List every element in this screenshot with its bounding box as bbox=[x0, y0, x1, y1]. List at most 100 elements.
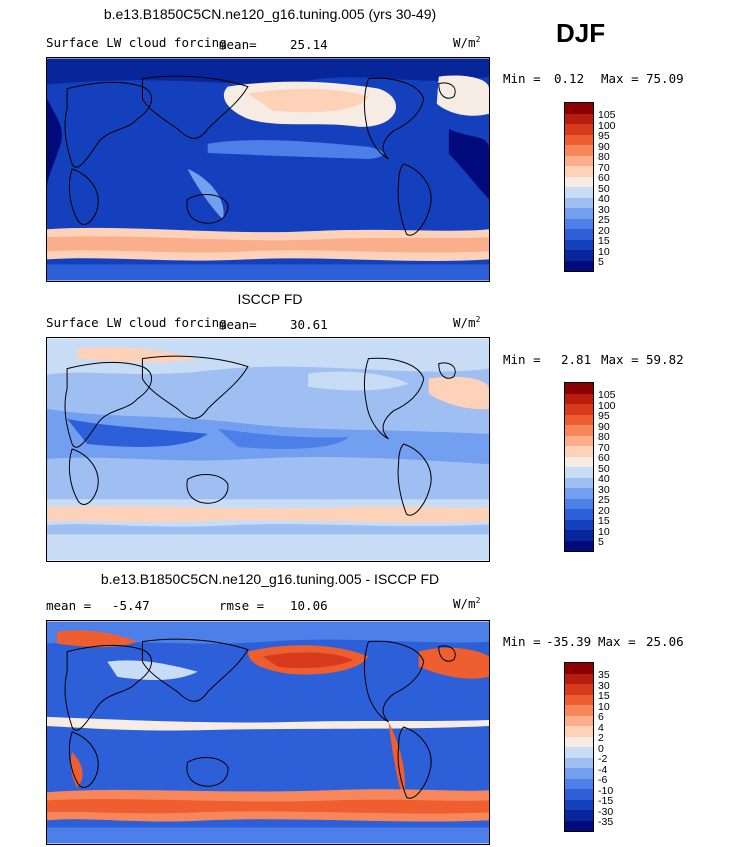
colorbar-tick-label: 5 bbox=[598, 536, 604, 548]
colorbar-swatch bbox=[565, 124, 593, 135]
colorbar-tick-label: 5 bbox=[598, 256, 604, 268]
colorbar-swatch bbox=[565, 467, 593, 478]
colorbar-tick-label: -15 bbox=[598, 795, 614, 807]
panel1-max-value: 75.09 bbox=[646, 71, 684, 86]
colorbar-swatch bbox=[565, 715, 593, 726]
panel2-min-label: Min = bbox=[503, 352, 541, 367]
panel3-rmse-value: 10.06 bbox=[290, 598, 328, 613]
colorbar-swatch bbox=[565, 799, 593, 810]
colorbar-tick-label: 40 bbox=[598, 473, 610, 485]
colorbar-tick-label: 70 bbox=[598, 161, 610, 174]
panel2-units: W/m2 bbox=[453, 315, 481, 331]
colorbar-swatch bbox=[565, 187, 593, 198]
panel1-min-label: Min = bbox=[503, 71, 541, 86]
colorbar-swatch bbox=[565, 540, 593, 551]
colorbar-swatch bbox=[565, 425, 593, 436]
colorbar-swatch bbox=[565, 488, 593, 499]
colorbar-swatch bbox=[565, 810, 593, 821]
colorbar-swatch bbox=[565, 736, 593, 747]
colorbar-tick-label: 20 bbox=[598, 224, 610, 237]
colorbar-swatch bbox=[565, 726, 593, 737]
colorbar-tick-label: -4 bbox=[598, 763, 608, 776]
colorbar-tick-label: 105 bbox=[598, 389, 616, 401]
panel2-max-label: Max = bbox=[601, 352, 639, 367]
panel2-colorbar-labels: 105 100 95 90 80 70 60 50 40 30 25 20 15 10 5 bbox=[598, 390, 638, 560]
colorbar-swatch bbox=[565, 684, 593, 695]
colorbar-swatch bbox=[565, 414, 593, 425]
colorbar-swatch bbox=[565, 239, 593, 250]
colorbar-tick-label: 60 bbox=[598, 172, 610, 184]
colorbar-swatch bbox=[565, 145, 593, 156]
panel3-colorbar-labels: 35 30 15 10 6 4 2 0 -2 -4 -6 -10 -15 -30 -35 bbox=[598, 670, 638, 840]
colorbar-tick-label: 50 bbox=[598, 182, 610, 195]
colorbar-tick-label: 15 bbox=[598, 690, 610, 702]
colorbar-swatch bbox=[565, 176, 593, 187]
panel2-field-label: Surface LW cloud forcing bbox=[46, 315, 227, 330]
panel3-map bbox=[46, 620, 490, 845]
panel3-min-value: -35.39 bbox=[546, 634, 592, 649]
panel1-map bbox=[46, 57, 490, 282]
colorbar-swatch bbox=[565, 757, 593, 768]
panel1-mean-label: mean= bbox=[219, 37, 257, 52]
colorbar-swatch bbox=[565, 673, 593, 684]
colorbar-tick-label: 40 bbox=[598, 193, 610, 205]
colorbar-swatch bbox=[565, 208, 593, 219]
panel2-max-value: 59.82 bbox=[646, 352, 684, 367]
colorbar-swatch bbox=[565, 166, 593, 177]
colorbar-tick-label: 30 bbox=[598, 203, 610, 216]
panel3-colorbar bbox=[564, 662, 594, 832]
colorbar-tick-label: 6 bbox=[598, 711, 604, 723]
colorbar-tick-label: 25 bbox=[598, 214, 610, 226]
colorbar-swatch bbox=[565, 229, 593, 240]
panel3-max-value: 25.06 bbox=[646, 634, 684, 649]
colorbar-swatch bbox=[565, 789, 593, 800]
colorbar-swatch bbox=[565, 155, 593, 166]
colorbar-tick-label: 2 bbox=[598, 732, 604, 744]
colorbar-swatch bbox=[565, 509, 593, 520]
colorbar-tick-label: 4 bbox=[598, 721, 604, 734]
colorbar-tick-label: 30 bbox=[598, 483, 610, 496]
colorbar-tick-label: 25 bbox=[598, 494, 610, 506]
colorbar-tick-label: -30 bbox=[598, 805, 614, 818]
colorbar-swatch bbox=[565, 393, 593, 404]
colorbar-swatch bbox=[565, 705, 593, 716]
panel2-mean-value: 30.61 bbox=[290, 317, 328, 332]
colorbar-swatch bbox=[565, 103, 593, 114]
colorbar-swatch bbox=[565, 477, 593, 488]
colorbar-tick-label: -6 bbox=[598, 774, 608, 786]
colorbar-swatch bbox=[565, 498, 593, 509]
colorbar-swatch bbox=[565, 435, 593, 446]
colorbar-tick-label: 90 bbox=[598, 140, 610, 153]
panel1-min-value: 0.12 bbox=[554, 71, 585, 86]
panel1-title: b.e13.B1850C5CN.ne120_g16.tuning.005 (yr… bbox=[103, 6, 437, 22]
colorbar-swatch bbox=[565, 250, 593, 261]
panel3-mean-value: -5.47 bbox=[112, 598, 150, 613]
colorbar-tick-label: 90 bbox=[598, 420, 610, 433]
colorbar-tick-label: -2 bbox=[598, 753, 608, 765]
colorbar-tick-label: 105 bbox=[598, 109, 616, 121]
colorbar-tick-label: 70 bbox=[598, 441, 610, 454]
colorbar-swatch bbox=[565, 530, 593, 541]
panel1-max-label: Max = bbox=[601, 71, 639, 86]
colorbar-tick-label: 15 bbox=[598, 235, 610, 247]
colorbar-swatch bbox=[565, 260, 593, 271]
colorbar-tick-label: 20 bbox=[598, 504, 610, 517]
colorbar-tick-label: 15 bbox=[598, 515, 610, 527]
colorbar-tick-label: 35 bbox=[598, 669, 610, 681]
colorbar-swatch bbox=[565, 456, 593, 467]
colorbar-tick-label: -35 bbox=[598, 816, 614, 828]
colorbar-tick-label: 0 bbox=[598, 742, 604, 755]
colorbar-tick-label: 60 bbox=[598, 452, 610, 464]
panel2-min-value: 2.81 bbox=[561, 352, 592, 367]
panel1-field-label: Surface LW cloud forcing bbox=[46, 35, 227, 50]
panel3-mean-label: mean = bbox=[46, 598, 92, 613]
colorbar-swatch bbox=[565, 694, 593, 705]
colorbar-swatch bbox=[565, 778, 593, 789]
panel3-max-label: Max = bbox=[598, 634, 636, 649]
colorbar-swatch bbox=[565, 383, 593, 394]
panel2-colorbar bbox=[564, 382, 594, 552]
panel1-colorbar-labels: 105 100 95 90 80 70 60 50 40 30 25 20 15 10 5 bbox=[598, 110, 638, 280]
colorbar-swatch bbox=[565, 404, 593, 415]
panel1-mean-value: 25.14 bbox=[290, 37, 328, 52]
colorbar-tick-label: 10 bbox=[598, 700, 610, 713]
